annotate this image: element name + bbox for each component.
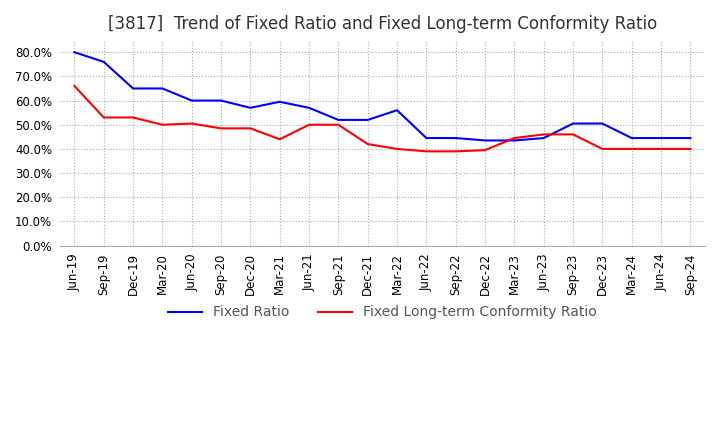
Fixed Ratio bbox=[627, 136, 636, 141]
Fixed Ratio bbox=[686, 136, 695, 141]
Fixed Ratio bbox=[510, 138, 518, 143]
Fixed Long-term Conformity Ratio bbox=[598, 146, 607, 151]
Fixed Long-term Conformity Ratio bbox=[569, 132, 577, 137]
Fixed Ratio bbox=[187, 98, 196, 103]
Fixed Ratio bbox=[158, 86, 167, 91]
Fixed Ratio bbox=[569, 121, 577, 126]
Fixed Long-term Conformity Ratio bbox=[217, 126, 225, 131]
Fixed Ratio bbox=[657, 136, 665, 141]
Fixed Long-term Conformity Ratio bbox=[187, 121, 196, 126]
Fixed Ratio bbox=[422, 136, 431, 141]
Fixed Ratio bbox=[539, 136, 548, 141]
Fixed Ratio bbox=[129, 86, 138, 91]
Fixed Ratio bbox=[99, 59, 108, 65]
Fixed Ratio bbox=[481, 138, 490, 143]
Fixed Long-term Conformity Ratio bbox=[276, 136, 284, 142]
Legend: Fixed Ratio, Fixed Long-term Conformity Ratio: Fixed Ratio, Fixed Long-term Conformity … bbox=[162, 300, 603, 325]
Fixed Long-term Conformity Ratio bbox=[158, 122, 167, 128]
Fixed Ratio bbox=[246, 105, 255, 110]
Line: Fixed Long-term Conformity Ratio: Fixed Long-term Conformity Ratio bbox=[74, 86, 690, 151]
Fixed Long-term Conformity Ratio bbox=[481, 147, 490, 153]
Fixed Ratio bbox=[70, 50, 78, 55]
Fixed Ratio bbox=[598, 121, 607, 126]
Fixed Ratio bbox=[305, 105, 313, 110]
Fixed Long-term Conformity Ratio bbox=[451, 149, 460, 154]
Fixed Long-term Conformity Ratio bbox=[305, 122, 313, 128]
Fixed Long-term Conformity Ratio bbox=[246, 126, 255, 131]
Title: [3817]  Trend of Fixed Ratio and Fixed Long-term Conformity Ratio: [3817] Trend of Fixed Ratio and Fixed Lo… bbox=[108, 15, 657, 33]
Fixed Ratio bbox=[334, 117, 343, 123]
Fixed Ratio bbox=[364, 117, 372, 123]
Fixed Long-term Conformity Ratio bbox=[539, 132, 548, 137]
Fixed Long-term Conformity Ratio bbox=[70, 84, 78, 89]
Fixed Long-term Conformity Ratio bbox=[334, 122, 343, 128]
Fixed Long-term Conformity Ratio bbox=[392, 146, 401, 151]
Line: Fixed Ratio: Fixed Ratio bbox=[74, 52, 690, 140]
Fixed Ratio bbox=[217, 98, 225, 103]
Fixed Long-term Conformity Ratio bbox=[364, 141, 372, 147]
Fixed Ratio bbox=[276, 99, 284, 104]
Fixed Long-term Conformity Ratio bbox=[99, 115, 108, 120]
Fixed Ratio bbox=[392, 108, 401, 113]
Fixed Long-term Conformity Ratio bbox=[686, 146, 695, 151]
Fixed Ratio bbox=[451, 136, 460, 141]
Fixed Long-term Conformity Ratio bbox=[510, 136, 518, 141]
Fixed Long-term Conformity Ratio bbox=[627, 146, 636, 151]
Fixed Long-term Conformity Ratio bbox=[657, 146, 665, 151]
Fixed Long-term Conformity Ratio bbox=[422, 149, 431, 154]
Fixed Long-term Conformity Ratio bbox=[129, 115, 138, 120]
